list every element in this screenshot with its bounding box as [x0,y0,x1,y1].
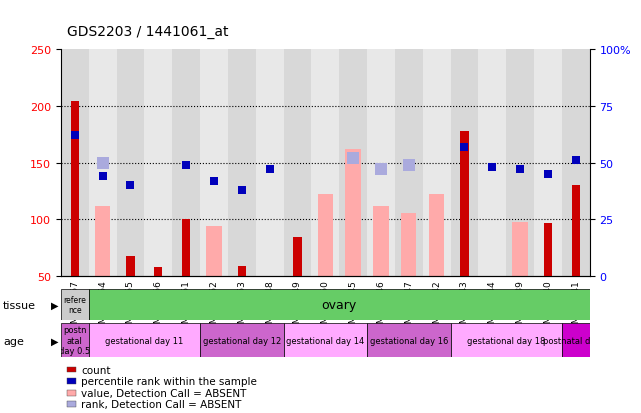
Bar [88,50,117,277]
Text: count: count [81,365,111,375]
Text: gestational day 18: gestational day 18 [467,336,545,345]
Bar [61,323,88,357]
Bar [283,323,367,357]
Bar [154,268,162,277]
Bar [513,222,528,277]
Bar [451,323,562,357]
Text: refere
nce: refere nce [63,295,87,314]
Bar [422,50,451,277]
Bar [117,50,144,277]
Bar [200,323,283,357]
Bar [460,131,469,277]
Bar [451,50,478,277]
Bar [61,289,88,320]
Bar [506,50,534,277]
Bar [478,50,506,277]
Bar [401,213,417,277]
Bar [367,323,451,357]
Bar [544,223,552,277]
Text: GDS2203 / 1441061_at: GDS2203 / 1441061_at [67,25,229,39]
Bar [339,50,367,277]
Text: gestational day 16: gestational day 16 [370,336,448,345]
Bar [373,206,388,277]
Text: ▶: ▶ [51,336,59,346]
Text: postn
atal
day 0.5: postn atal day 0.5 [59,325,90,355]
Bar [71,102,79,277]
Bar [95,206,110,277]
Bar [562,323,590,357]
Bar [312,50,339,277]
Text: tissue: tissue [3,300,36,310]
Text: ovary: ovary [322,298,357,311]
Bar [345,150,361,277]
Text: gestational day 11: gestational day 11 [105,336,183,345]
Bar [88,323,200,357]
Text: postnatal day 2: postnatal day 2 [543,336,608,345]
Bar [367,50,395,277]
Bar [206,227,222,277]
Text: gestational day 14: gestational day 14 [286,336,365,345]
Bar [395,50,422,277]
Bar [318,195,333,277]
Bar [283,50,312,277]
Bar [144,50,172,277]
Bar [126,256,135,277]
Bar [238,266,246,277]
Bar [228,50,256,277]
Bar [429,195,444,277]
Text: value, Detection Call = ABSENT: value, Detection Call = ABSENT [81,388,247,398]
Bar [200,50,228,277]
Bar [534,50,562,277]
Text: ▶: ▶ [51,300,59,310]
Text: percentile rank within the sample: percentile rank within the sample [81,376,257,386]
Bar [182,220,190,277]
Text: rank, Detection Call = ABSENT: rank, Detection Call = ABSENT [81,399,242,409]
Bar [294,237,302,277]
Text: gestational day 12: gestational day 12 [203,336,281,345]
Bar [562,50,590,277]
Bar [172,50,200,277]
Text: age: age [3,336,24,346]
Bar [61,50,88,277]
Bar [256,50,283,277]
Bar [572,186,580,277]
